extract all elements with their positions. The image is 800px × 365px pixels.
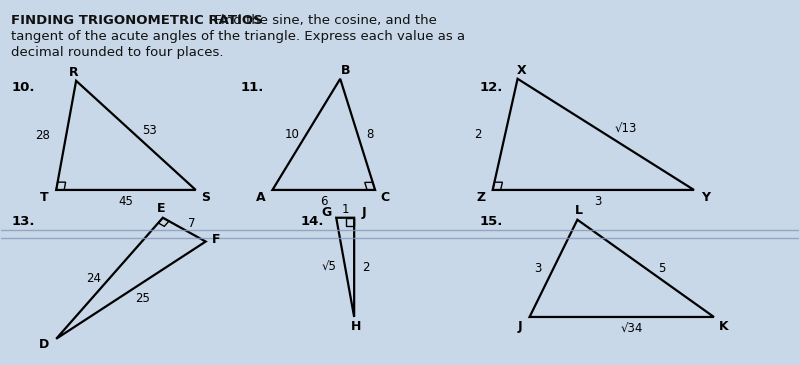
Text: 10.: 10. xyxy=(11,81,35,94)
Text: Z: Z xyxy=(476,191,486,204)
Text: 8: 8 xyxy=(366,128,374,141)
Text: 25: 25 xyxy=(135,292,150,305)
Text: 7: 7 xyxy=(189,217,196,230)
Text: 6: 6 xyxy=(320,195,327,208)
Text: Y: Y xyxy=(702,191,710,204)
Text: J: J xyxy=(362,206,366,219)
Text: tangent of the acute angles of the triangle. Express each value as a: tangent of the acute angles of the trian… xyxy=(11,30,466,43)
Text: 14.: 14. xyxy=(300,215,324,228)
Text: FINDING TRIGONOMETRIC RATIOS: FINDING TRIGONOMETRIC RATIOS xyxy=(11,14,263,27)
Text: Find the sine, the cosine, and the: Find the sine, the cosine, and the xyxy=(206,14,437,27)
Text: D: D xyxy=(39,338,50,351)
Text: 2: 2 xyxy=(474,128,482,141)
Text: 13.: 13. xyxy=(11,215,35,228)
Text: √5: √5 xyxy=(322,261,337,274)
Text: G: G xyxy=(321,206,331,219)
Text: decimal rounded to four places.: decimal rounded to four places. xyxy=(11,46,224,59)
Text: B: B xyxy=(341,64,350,77)
Text: 24: 24 xyxy=(86,272,101,285)
Text: A: A xyxy=(256,191,266,204)
Text: 45: 45 xyxy=(118,195,134,208)
Text: 5: 5 xyxy=(658,262,666,275)
Text: S: S xyxy=(201,191,210,204)
Text: X: X xyxy=(517,64,526,77)
Text: C: C xyxy=(381,191,390,204)
Text: K: K xyxy=(719,320,729,333)
Text: 10: 10 xyxy=(285,128,300,141)
Text: √34: √34 xyxy=(621,322,643,335)
Text: √13: √13 xyxy=(614,123,637,136)
Text: 3: 3 xyxy=(534,262,542,275)
Text: E: E xyxy=(157,202,165,215)
Text: F: F xyxy=(211,233,220,246)
Text: H: H xyxy=(351,320,362,333)
Text: L: L xyxy=(575,204,583,217)
Text: T: T xyxy=(40,191,49,204)
Text: 11.: 11. xyxy=(241,81,264,94)
Text: R: R xyxy=(70,66,79,79)
Text: 1: 1 xyxy=(342,203,349,216)
Text: 3: 3 xyxy=(594,195,602,208)
Text: 28: 28 xyxy=(35,129,50,142)
Text: 15.: 15. xyxy=(480,215,503,228)
Text: J: J xyxy=(518,320,522,333)
Text: 53: 53 xyxy=(142,124,158,137)
Text: 12.: 12. xyxy=(480,81,503,94)
Text: 2: 2 xyxy=(362,261,370,274)
